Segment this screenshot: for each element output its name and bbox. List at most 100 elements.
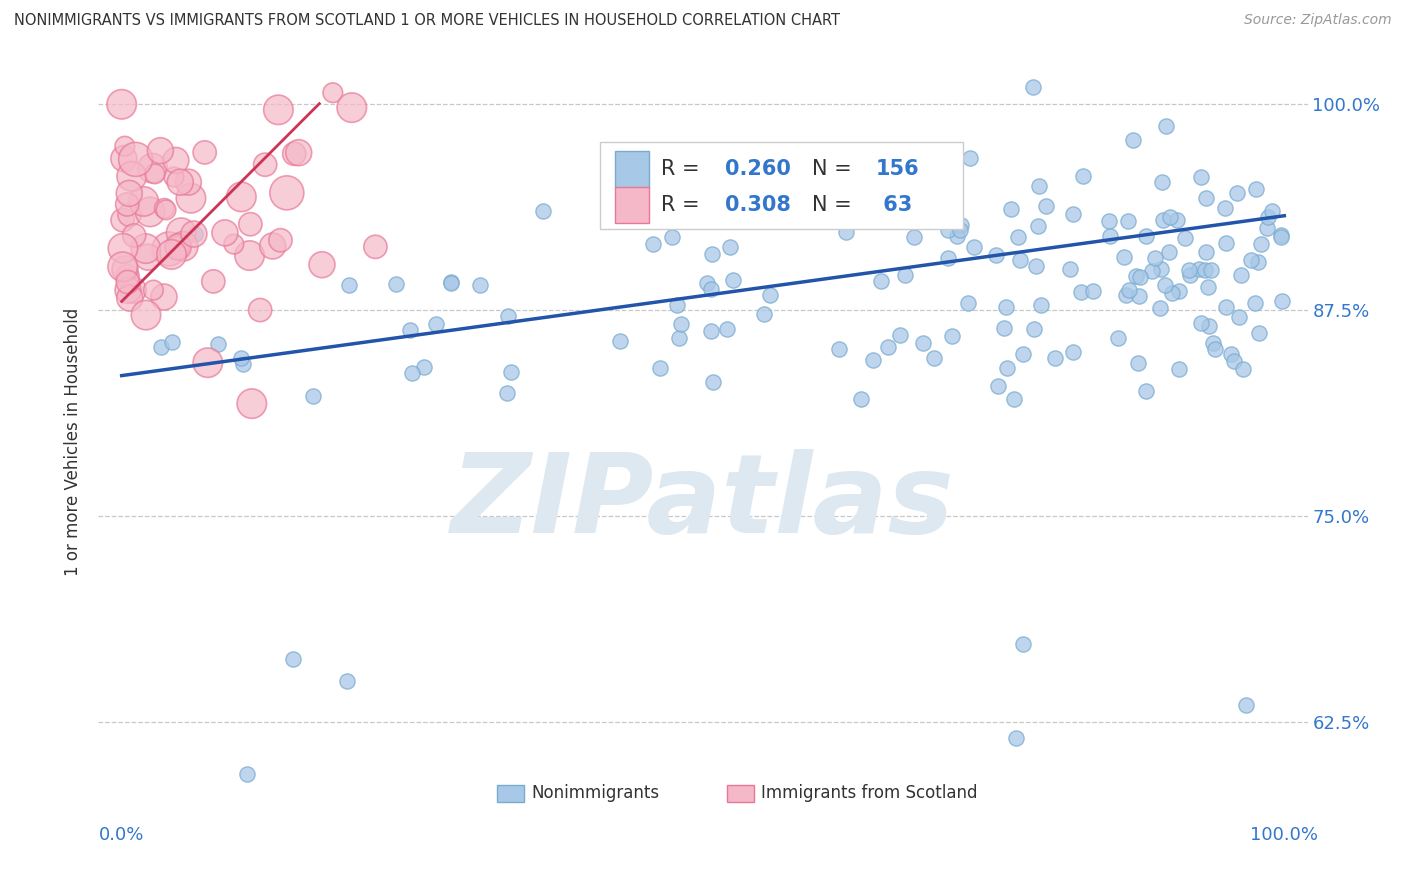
- Point: [936, 223, 959, 237]
- Point: [239, 248, 262, 262]
- Point: [1122, 133, 1144, 147]
- Point: [959, 152, 981, 166]
- Point: [1159, 210, 1181, 224]
- Point: [995, 360, 1018, 375]
- Point: [1070, 285, 1092, 299]
- Point: [207, 337, 229, 351]
- Point: [160, 247, 183, 261]
- Point: [1071, 169, 1094, 184]
- Point: [716, 321, 738, 335]
- Point: [1166, 213, 1188, 227]
- Point: [1126, 356, 1149, 370]
- Point: [1243, 296, 1265, 310]
- Text: R =: R =: [661, 195, 706, 215]
- Point: [1189, 316, 1212, 330]
- Point: [1028, 179, 1050, 194]
- Point: [183, 227, 205, 241]
- FancyBboxPatch shape: [600, 142, 963, 229]
- Point: [941, 329, 963, 343]
- Point: [886, 196, 908, 211]
- Point: [754, 307, 776, 321]
- Point: [302, 389, 325, 403]
- Point: [922, 351, 945, 366]
- Point: [1129, 270, 1152, 285]
- Point: [1043, 351, 1066, 366]
- Point: [267, 103, 290, 117]
- Point: [1219, 347, 1241, 361]
- Point: [1194, 263, 1216, 277]
- Point: [1062, 207, 1084, 221]
- Point: [229, 351, 252, 366]
- Point: [153, 202, 176, 216]
- Point: [287, 145, 309, 160]
- Point: [786, 163, 808, 178]
- Point: [194, 145, 217, 160]
- Point: [150, 341, 173, 355]
- Point: [262, 239, 284, 253]
- Point: [1215, 300, 1237, 314]
- Point: [700, 247, 723, 261]
- Point: [531, 204, 554, 219]
- Point: [167, 240, 190, 254]
- Point: [1000, 202, 1022, 216]
- Point: [1118, 213, 1140, 227]
- Point: [1011, 346, 1033, 360]
- Point: [1202, 336, 1225, 351]
- Point: [364, 240, 387, 254]
- Point: [122, 228, 145, 243]
- Point: [470, 278, 492, 293]
- Bar: [727, 785, 754, 802]
- Point: [135, 308, 157, 322]
- Point: [142, 283, 165, 297]
- Point: [1250, 236, 1272, 251]
- Point: [115, 197, 138, 211]
- Point: [1178, 268, 1201, 282]
- Point: [111, 97, 134, 112]
- Point: [756, 155, 779, 169]
- Point: [169, 175, 191, 189]
- Point: [336, 673, 359, 688]
- Point: [1135, 384, 1157, 398]
- Point: [1128, 288, 1150, 302]
- Point: [721, 273, 744, 287]
- Point: [1270, 230, 1292, 244]
- Point: [1024, 322, 1046, 336]
- Point: [412, 359, 434, 374]
- Point: [1115, 287, 1137, 301]
- Point: [1025, 260, 1047, 274]
- Point: [1197, 280, 1219, 294]
- Point: [1213, 202, 1236, 216]
- Point: [699, 282, 721, 296]
- Point: [870, 274, 893, 288]
- Point: [121, 169, 143, 184]
- Point: [1246, 182, 1268, 196]
- Point: [160, 334, 183, 349]
- Text: N =: N =: [811, 160, 858, 179]
- Point: [157, 242, 180, 256]
- Point: [283, 146, 305, 161]
- Point: [1195, 191, 1218, 205]
- Point: [1167, 284, 1189, 298]
- Point: [889, 327, 911, 342]
- Point: [118, 186, 141, 201]
- Point: [118, 208, 141, 222]
- Point: [202, 274, 225, 288]
- Point: [276, 186, 298, 200]
- Point: [946, 229, 969, 244]
- Point: [987, 379, 1010, 393]
- Point: [1232, 362, 1254, 376]
- Point: [949, 218, 972, 232]
- Text: 156: 156: [876, 160, 920, 179]
- Point: [197, 356, 219, 370]
- Point: [124, 153, 146, 167]
- Point: [669, 318, 692, 332]
- Point: [1189, 170, 1212, 185]
- Point: [1157, 245, 1180, 260]
- Point: [155, 202, 177, 217]
- Point: [1118, 284, 1140, 298]
- Point: [1226, 186, 1249, 200]
- Point: [718, 240, 741, 254]
- Point: [1271, 293, 1294, 308]
- Point: [165, 153, 187, 168]
- Point: [132, 194, 155, 209]
